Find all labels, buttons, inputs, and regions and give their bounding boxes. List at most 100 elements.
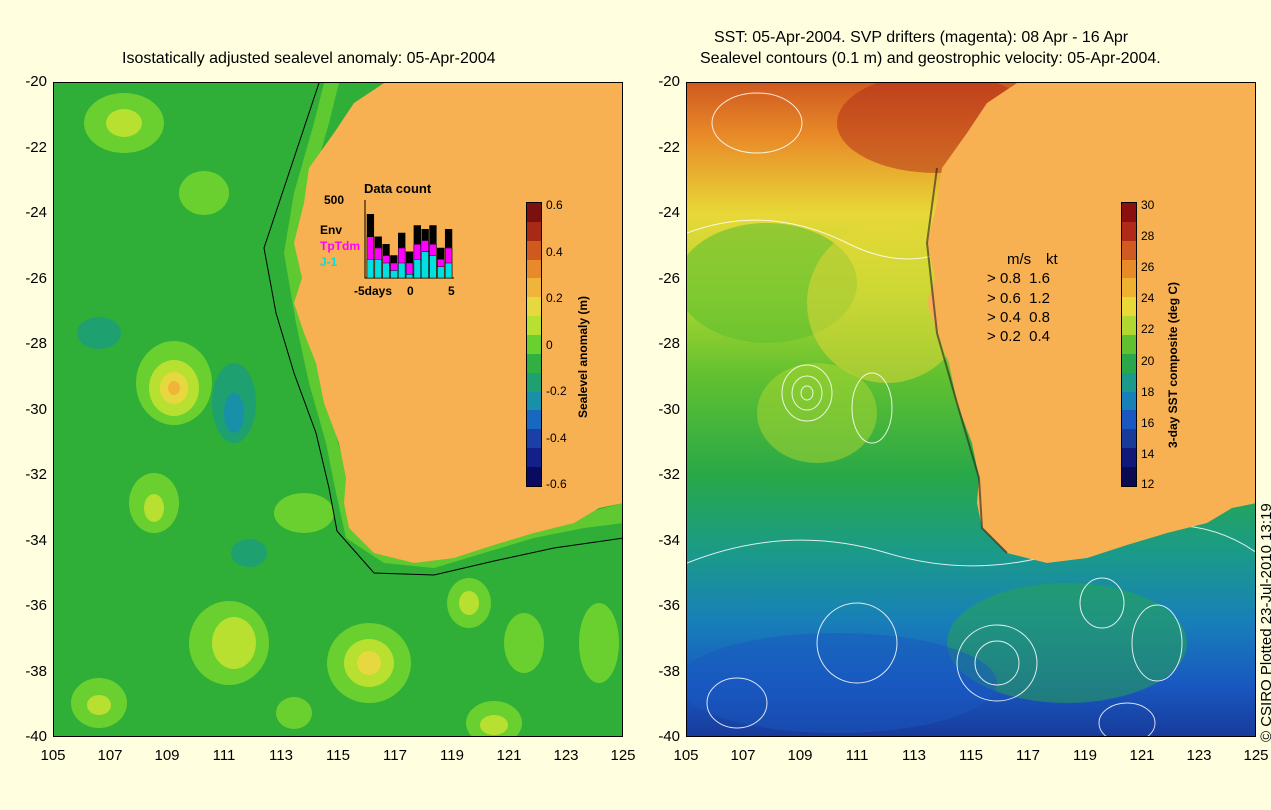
colorbar-segment [1122,467,1136,486]
inset-bar-j1 [374,259,382,279]
cb-left-label: 0.4 [546,245,563,259]
colorbar-segment [527,221,541,241]
colorbar-segment [1122,278,1136,298]
sealevel-colorbar-title: Sealevel anomaly (m) [576,295,590,418]
colorbar-segment [1122,240,1136,260]
x-tick-label: 117 [383,747,407,764]
x-tick-label: 107 [97,747,123,764]
cb-right-label: 22 [1141,322,1155,336]
colorbar-segment [1122,221,1136,241]
colorbar-segment [527,410,541,430]
sealevel-colorbar [526,202,542,487]
y-tick-label: -30 [658,400,680,418]
x-tick-label: 105 [40,747,66,764]
inset-bar-j1 [429,255,437,279]
inset-xlabel-left: -5days [354,284,393,298]
x-tick-label: 113 [269,747,293,764]
x-tick-label: 115 [326,747,350,764]
colorbar-segment [527,297,541,317]
cb-right-label: 28 [1141,229,1155,243]
cb-right-label: 14 [1141,447,1155,461]
velocity-legend-row: > 0.6 1.2 [987,290,1050,307]
x-tick-label: 123 [1186,747,1212,764]
y-tick-label: -36 [658,597,680,614]
cb-left-label: -0.6 [546,477,567,491]
cb-right-label: 16 [1141,416,1155,430]
colorbar-segment [1122,410,1136,430]
colorbar-segment [527,391,541,411]
y-tick-label: -40 [25,728,47,745]
colorbar-segment [1122,259,1136,279]
x-tick-label: 121 [496,747,522,764]
sst-map[interactable]: m/s kt > 0.8 1.6 > 0.6 1.2 > 0.4 0.8 > 0… [686,82,1256,737]
y-tick-label: -32 [25,466,47,483]
sst-colorbar-title: 3-day SST composite (deg C) [1166,281,1180,448]
y-tick-label: -20 [25,73,47,90]
sst-colorbar [1121,202,1137,487]
colorbar-segment [1122,429,1136,449]
right-map-title-line1: SST: 05-Apr-2004. SVP drifters (magenta)… [714,29,1129,46]
y-tick-label: -24 [658,204,680,221]
cb-right-label: 20 [1141,354,1155,368]
x-tick-label: 109 [154,747,180,764]
inset-bar-j1 [398,262,406,279]
inset-ymax: 500 [324,193,345,207]
x-tick-label: 123 [553,747,579,764]
sst-map-graphic [687,83,1255,736]
inset-series-j1: J-1 [320,255,338,269]
data-count-inset-chart [364,200,454,279]
y-tick-label: -22 [25,138,47,156]
colorbar-segment [527,372,541,392]
colorbar-segment [527,278,541,298]
velocity-legend-row: > 0.8 1.6 [987,270,1050,287]
cb-left-label: -0.4 [546,431,567,445]
velocity-legend-row: > 0.4 0.8 [987,309,1050,326]
y-tick-label: -34 [658,531,680,549]
inset-bar-j1 [444,262,453,279]
inset-bar-j1 [413,259,421,279]
y-tick-label: -22 [658,138,680,156]
colorbar-segment [1122,353,1136,373]
inset-series-tptdm: TpTdm [320,239,360,253]
colorbar-segment [527,335,541,354]
cb-left-label: 0.6 [546,198,563,212]
y-tick-label: -32 [658,466,680,483]
y-tick-label: -24 [25,204,47,221]
cb-right-label: 12 [1141,477,1155,491]
colorbar-segment [1122,391,1136,411]
cb-right-label: 18 [1141,385,1155,399]
colorbar-segment [1122,372,1136,392]
cb-left-label: 0 [546,338,553,352]
y-tick-label: -34 [25,531,47,549]
x-tick-label: 119 [440,747,464,764]
y-tick-label: -30 [25,400,47,418]
colorbar-segment [527,429,541,449]
colorbar-segment [1122,297,1136,317]
velocity-legend-header-ms: m/s [1007,251,1032,268]
right-map-title-line2: Sealevel contours (0.1 m) and geostrophi… [700,50,1161,67]
inset-series-env: Env [320,223,343,237]
colorbar-segment [527,467,541,486]
inset-bar-j1 [405,274,414,279]
x-tick-label: 109 [787,747,813,764]
inset-bar-j1 [382,262,390,279]
cb-left-label: -0.2 [546,384,567,398]
colorbar-segment [527,259,541,279]
x-tick-label: 107 [730,747,756,764]
cb-right-label: 30 [1141,198,1155,212]
y-tick-label: -36 [25,597,47,614]
x-tick-label: 117 [1016,747,1040,764]
inset-xlabel-mid: 0 [407,284,414,298]
colorbar-segment [1122,203,1136,222]
x-tick-label: 113 [902,747,926,764]
x-tick-label: 125 [1243,747,1269,764]
cb-right-label: 24 [1141,291,1155,305]
colorbar-segment [1122,335,1136,354]
left-map-title: Isostatically adjusted sealevel anomaly:… [122,50,496,67]
colorbar-segment [1122,448,1136,468]
velocity-legend-row: > 0.2 0.4 [987,328,1050,345]
csiro-credit: © CSIRO Plotted 23-Jul-2010 13:19 [1258,503,1271,742]
inset-xlabel-right: 5 [448,284,455,298]
y-tick-label: -28 [25,335,47,352]
x-tick-label: 119 [1073,747,1097,764]
